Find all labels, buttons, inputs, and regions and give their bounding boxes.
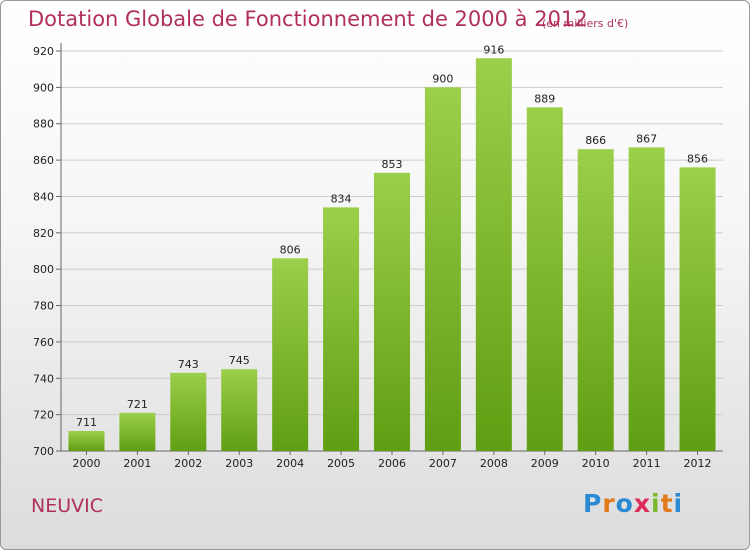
value-label-2002: 743: [178, 358, 199, 371]
value-label-2001: 721: [127, 398, 148, 411]
bar-2009: [526, 107, 563, 451]
bar-2003: [221, 369, 258, 451]
bar-2008: [475, 58, 512, 451]
bar-2001: [119, 412, 156, 451]
bar-2006: [374, 172, 410, 451]
value-label-2012: 856: [687, 152, 708, 165]
x-tick-label-2000: 2000: [72, 457, 100, 470]
x-tick-label-2004: 2004: [276, 457, 304, 470]
bar-2007: [424, 87, 461, 451]
y-tick-label: 920: [33, 45, 54, 58]
x-tick-label-2003: 2003: [225, 457, 253, 470]
logo-letter: o: [615, 489, 634, 518]
x-tick-label-2011: 2011: [633, 457, 661, 470]
y-tick-label: 860: [33, 154, 54, 167]
chart-title: Dotation Globale de Fonctionnement de 20…: [28, 7, 588, 31]
bar-2012: [679, 167, 716, 451]
bar-2005: [323, 207, 360, 451]
x-tick-label-2010: 2010: [582, 457, 610, 470]
y-tick-label: 900: [33, 81, 54, 94]
proxiti-logo: Proxiti: [583, 489, 683, 518]
logo-letter: t: [660, 489, 674, 518]
y-tick-label: 880: [33, 118, 54, 131]
x-tick-label-2001: 2001: [123, 457, 151, 470]
bar-2010: [577, 149, 614, 451]
x-tick-label-2008: 2008: [480, 457, 508, 470]
value-label-2009: 889: [534, 92, 555, 105]
y-tick-label: 800: [33, 263, 54, 276]
y-tick-label: 840: [33, 190, 54, 203]
y-tick-label: 740: [33, 372, 54, 385]
value-label-2010: 866: [585, 134, 606, 147]
x-tick-label-2007: 2007: [429, 457, 457, 470]
bar-2004: [272, 258, 309, 451]
logo-letter: x: [633, 489, 651, 518]
value-label-2007: 900: [432, 72, 453, 85]
y-tick-label: 700: [33, 445, 54, 458]
bars: [68, 58, 716, 451]
x-tick-label-2009: 2009: [531, 457, 559, 470]
logo-letter: r: [602, 489, 616, 518]
bar-2011: [628, 147, 665, 451]
labels: 711 2000 721 2001 743 2002 745 2003 806 2004 834 20…: [72, 43, 711, 470]
x-tick-label-2002: 2002: [174, 457, 202, 470]
logo-letter: i: [651, 489, 661, 518]
value-label-2008: 916: [483, 43, 504, 56]
value-label-2011: 867: [636, 132, 657, 145]
bar-2000: [68, 431, 105, 451]
value-label-2000: 711: [76, 416, 97, 429]
value-label-2003: 745: [229, 354, 250, 367]
commune-name: NEUVIC: [31, 495, 103, 517]
x-tick-label-2006: 2006: [378, 457, 406, 470]
y-tick-label: 760: [33, 336, 54, 349]
value-label-2004: 806: [280, 243, 301, 256]
x-tick-label-2005: 2005: [327, 457, 355, 470]
y-tick-label: 820: [33, 227, 54, 240]
unit-note: (en milliers d'€): [542, 17, 629, 30]
value-label-2006: 853: [382, 158, 403, 171]
x-tick-label-2012: 2012: [684, 457, 712, 470]
y-tick-label: 720: [33, 409, 54, 422]
logo-letter: i: [673, 489, 684, 518]
bar-2002: [170, 372, 207, 451]
value-label-2005: 834: [331, 192, 352, 205]
y-tick-label: 780: [33, 300, 54, 313]
logo-letter: P: [583, 489, 603, 518]
